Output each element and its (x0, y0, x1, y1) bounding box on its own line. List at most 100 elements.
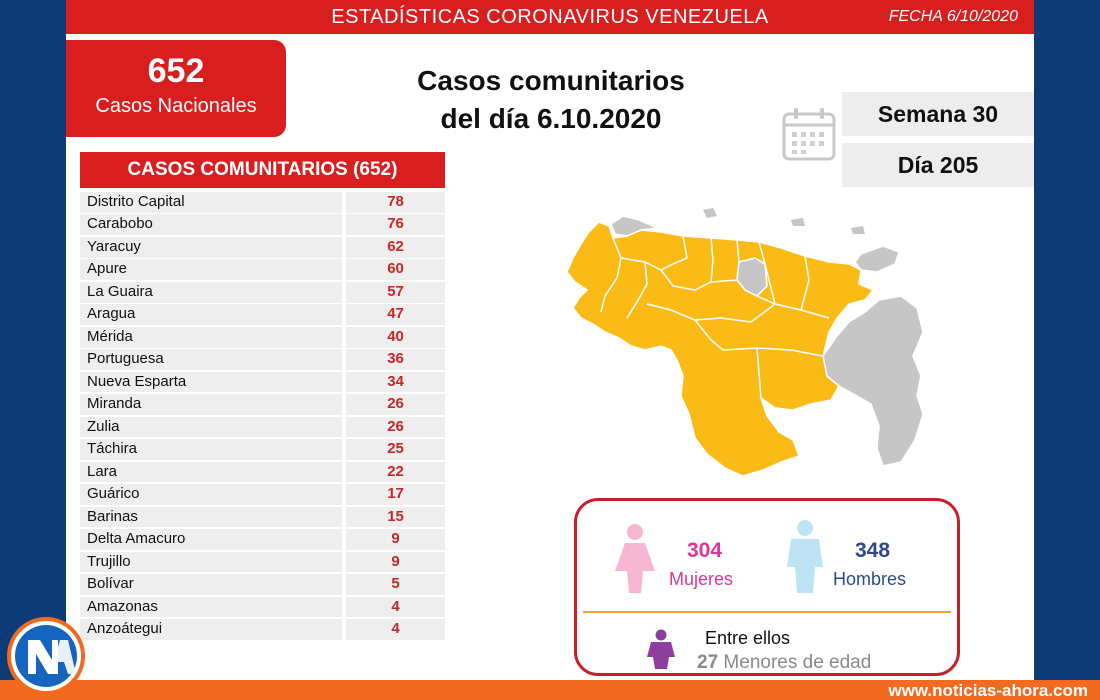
state-cases: 9 (346, 529, 445, 550)
national-cases-badge: 652 Casos Nacionales (66, 40, 286, 137)
minors-label: Menores de edad (723, 652, 872, 673)
state-cases: 22 (346, 461, 445, 483)
table-row: Yaracuy 62 (80, 236, 445, 258)
day-badge: Día 205 (842, 143, 1034, 187)
noticias-ahora-logo (7, 617, 85, 695)
state-name: Miranda (80, 394, 343, 415)
table-row: Delta Amacuro 9 (80, 529, 445, 550)
headline-line-1: Casos comunitarios (417, 65, 685, 96)
demographics-divider (583, 611, 951, 613)
table-row: Zulia 26 (80, 416, 445, 438)
state-cases: 26 (346, 394, 445, 415)
table-row: Táchira 25 (80, 439, 445, 460)
table-row: Apure 60 (80, 259, 445, 281)
footer-bar: www.noticias-ahora.com (0, 680, 1100, 700)
state-cases: 60 (346, 259, 445, 281)
headline-line-2: del día 6.10.2020 (440, 103, 662, 134)
men-count: 348 (855, 539, 891, 562)
state-cases: 26 (346, 416, 445, 438)
table-row: Guárico 17 (80, 484, 445, 505)
state-cases: 36 (346, 349, 445, 370)
state-name: Nueva Esparta (80, 371, 343, 393)
table-row: Nueva Esparta 34 (80, 371, 445, 393)
man-figure-icon (787, 520, 823, 593)
community-table: Distrito Capital 78 Carabobo 76 Yaracuy 62 Apu… (80, 192, 445, 642)
table-row: Lara 22 (80, 461, 445, 483)
table-row: Amazonas 4 (80, 596, 445, 618)
header-date: FECHA 6/10/2020 (888, 8, 1018, 25)
state-cases: 78 (346, 192, 445, 213)
state-cases: 5 (346, 574, 445, 595)
woman-figure-icon (615, 524, 655, 593)
women-count: 304 (687, 539, 723, 562)
map-region-unaffected-north (610, 215, 660, 237)
header-title: ESTADÍSTICAS CORONAVIRUS VENEZUELA (331, 6, 769, 28)
map-region-unaffected-island-2 (851, 226, 865, 234)
community-table-header: CASOS COMUNITARIOS (652) (80, 152, 445, 188)
state-name: Aragua (80, 304, 343, 326)
header-bar: ESTADÍSTICAS CORONAVIRUS VENEZUELA FECHA… (66, 0, 1034, 34)
map-region-unaffected-southeast (822, 295, 924, 467)
state-name: Lara (80, 461, 343, 483)
table-row: Mérida 40 (80, 326, 445, 348)
state-name: Portuguesa (80, 349, 343, 370)
state-name: Trujillo (80, 551, 343, 573)
map-region-affected (566, 221, 875, 477)
national-cases-label: Casos Nacionales (95, 95, 257, 117)
child-figure-icon (647, 629, 675, 669)
women-label: Mujeres (669, 569, 734, 589)
state-cases: 76 (346, 214, 445, 236)
state-cases: 57 (346, 281, 445, 303)
state-name: Delta Amacuro (80, 529, 343, 550)
state-name: Guárico (80, 484, 343, 505)
state-name: Carabobo (80, 214, 343, 236)
state-name: Amazonas (80, 596, 343, 618)
state-name: Bolívar (80, 574, 343, 595)
state-name: Zulia (80, 416, 343, 438)
table-row: Trujillo 9 (80, 551, 445, 573)
table-row: La Guaira 57 (80, 281, 445, 303)
map-region-unaffected-center (736, 257, 768, 297)
state-cases: 9 (346, 551, 445, 573)
minors-count: 27 (697, 652, 719, 673)
calendar-icon (782, 108, 836, 161)
national-cases-count: 652 (147, 52, 205, 90)
state-cases: 62 (346, 236, 445, 258)
table-row: Anzoátegui 4 (80, 619, 445, 640)
infographic-panel: ESTADÍSTICAS CORONAVIRUS VENEZUELA FECHA… (66, 0, 1034, 680)
table-row: Carabobo 76 (80, 214, 445, 236)
among-label: Entre ellos (705, 628, 791, 648)
table-row: Miranda 26 (80, 394, 445, 415)
table-row: Bolívar 5 (80, 574, 445, 595)
state-name: Apure (80, 259, 343, 281)
table-row: Aragua 47 (80, 304, 445, 326)
state-name: Barinas (80, 506, 343, 528)
state-cases: 25 (346, 439, 445, 460)
table-row: Portuguesa 36 (80, 349, 445, 370)
headline: Casos comunitarios del día 6.10.2020 (396, 62, 706, 138)
state-cases: 34 (346, 371, 445, 393)
week-badge: Semana 30 (842, 92, 1034, 136)
venezuela-map (566, 208, 924, 477)
state-cases: 47 (346, 304, 445, 326)
footer-url[interactable]: www.noticias-ahora.com (888, 681, 1088, 700)
state-cases: 15 (346, 506, 445, 528)
minors-line: 27 Menores de edad (697, 652, 871, 674)
map-island-small (791, 218, 805, 226)
map-region-unaffected-island (703, 208, 717, 218)
state-name: La Guaira (80, 281, 343, 303)
state-cases: 40 (346, 326, 445, 348)
state-cases: 17 (346, 484, 445, 505)
men-label: Hombres (833, 569, 907, 589)
table-row: Barinas 15 (80, 506, 445, 528)
state-name: Táchira (80, 439, 343, 460)
map-region-unaffected-east (854, 245, 900, 273)
state-name: Distrito Capital (80, 192, 343, 213)
state-name: Mérida (80, 326, 343, 348)
state-cases: 4 (346, 596, 445, 618)
state-cases: 4 (346, 619, 445, 640)
table-row: Distrito Capital 78 (80, 192, 445, 213)
state-name: Yaracuy (80, 236, 343, 258)
demographics-box: 304 Mujeres 348 Hombres Entre ellos 27 M… (574, 498, 960, 676)
state-name: Anzoátegui (80, 619, 343, 640)
